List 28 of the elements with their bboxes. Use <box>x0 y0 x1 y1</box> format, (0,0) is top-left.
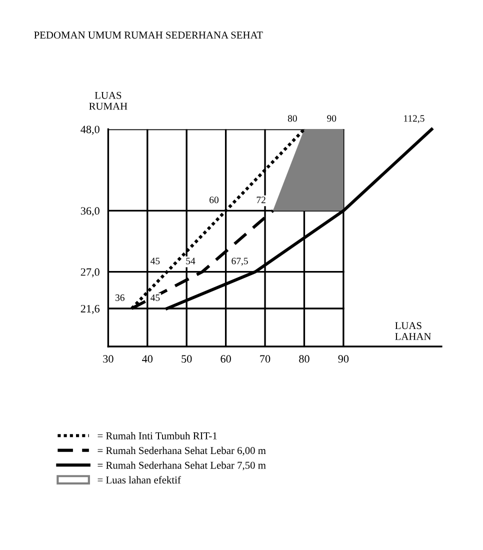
x-tick-label: 50 <box>182 355 192 363</box>
annotation: 90 <box>327 115 336 122</box>
x-tick-label: 90 <box>338 355 349 363</box>
x-tick-label: 30 <box>103 355 114 363</box>
annotation: 112,5 <box>404 115 424 124</box>
x-tick-label: 60 <box>220 355 231 363</box>
x-tick-label: 70 <box>260 355 270 363</box>
legend-label: = Rumah Sederhana Sehat Lebar 7,50 m <box>98 461 266 470</box>
chart-title: PEDOMAN UMUM RUMAH SEDERHANA SEHAT <box>34 32 263 39</box>
annotation: 72 <box>256 196 266 204</box>
annotation: 54 <box>186 258 196 264</box>
annotation: 67,5 <box>232 258 248 266</box>
annotation: 60 <box>210 196 218 204</box>
annotation: 45 <box>150 258 160 264</box>
annotation: 80 <box>288 115 297 122</box>
legend-label: = Luas lahan efektif <box>98 476 181 484</box>
y-tick-label: 48,0 <box>80 126 100 135</box>
y-axis-title: LUAS RUMAH <box>89 92 128 110</box>
legend-label: = Rumah Inti Tumbuh RIT-1 <box>98 432 217 440</box>
y-tick-label: 36,0 <box>80 207 100 216</box>
y-tick-label: 21,6 <box>80 304 100 314</box>
annotation: 36 <box>116 294 124 301</box>
x-tick-label: 40 <box>142 355 153 363</box>
annotation: 45 <box>150 294 160 301</box>
legend-label: = Rumah Sederhana Sehat Lebar 6,00 m <box>98 446 266 456</box>
y-tick-label: 27,0 <box>80 268 100 278</box>
x-tick-label: 80 <box>299 355 310 363</box>
x-axis-title: LUAS LAHAN <box>395 322 432 340</box>
